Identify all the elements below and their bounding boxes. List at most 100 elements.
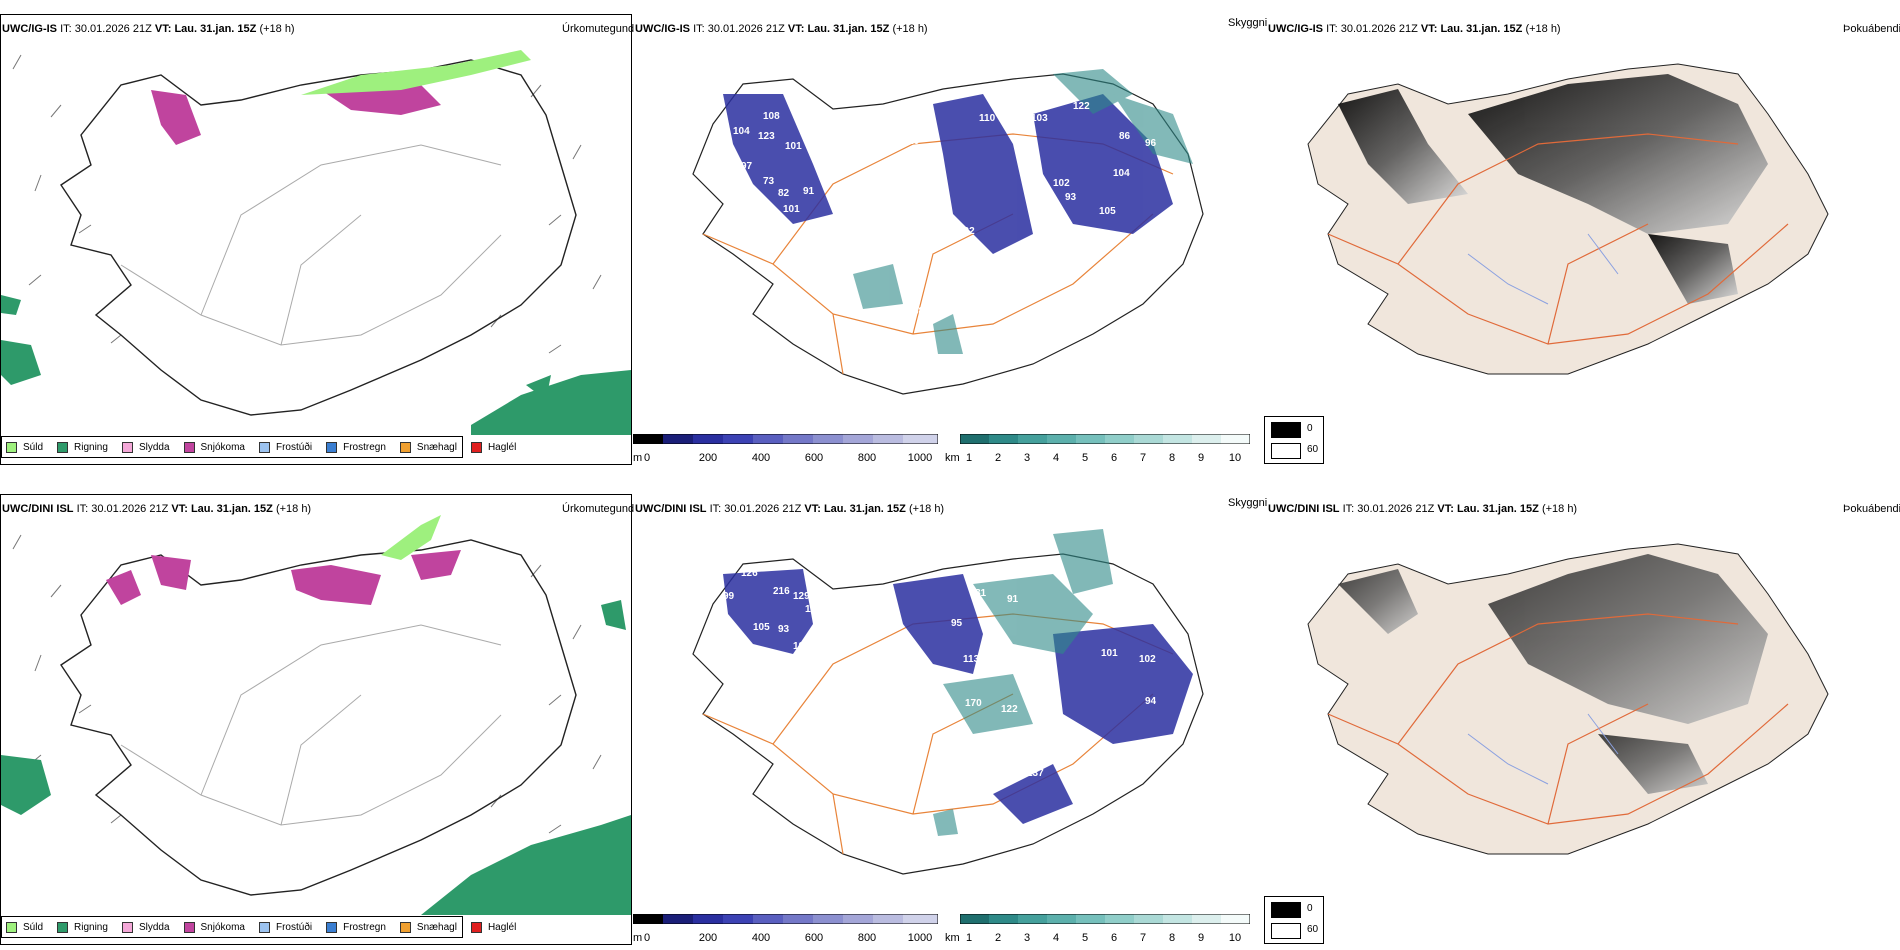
iceland-outline — [60, 59, 577, 416]
ceiling-unit: m — [633, 452, 643, 464]
ceiling-label: 81 — [975, 588, 987, 599]
swatch — [326, 441, 338, 453]
fog-swatch-dark — [1271, 902, 1301, 918]
cloud-map-row1: 108 104 123 101 97 73 82 91 101 110 110 … — [692, 69, 1204, 395]
ceiling-label: 113 — [963, 654, 980, 665]
legend-item-slydda: Slydda — [121, 441, 170, 453]
precip-title-row1: UWC/IG-IS IT: 30.01.2026 21Z VT: Lau. 31… — [2, 22, 295, 36]
legend-item-rigning: Rigning — [57, 921, 108, 933]
cloud-title-row2: UWC/DINI ISL IT: 30.01.2026 21Z VT: Lau.… — [635, 502, 944, 516]
legend-label: Haglél — [487, 921, 517, 933]
ceiling-label: 91 — [1007, 594, 1019, 605]
model-name: UWC/DINI ISL — [1268, 503, 1340, 515]
swatch — [6, 921, 17, 933]
ceiling-label: 101 — [785, 141, 802, 152]
ceiling-label: 91 — [803, 186, 815, 197]
valid-time: Lau. 31.jan. 15Z — [174, 23, 257, 35]
legend-label: Súld — [23, 441, 44, 453]
precip-legend-row2: Súld Rigning Slydda Snjókoma Frostúði Fr… — [1, 916, 516, 938]
swatch — [399, 921, 411, 933]
ceiling-label: 126 — [741, 568, 758, 579]
fog-panel-row2: 0 60 — [1264, 494, 1900, 945]
issue-time: 30.01.2026 21Z — [91, 503, 169, 515]
roads — [1327, 133, 1789, 345]
ceiling-label: 105 — [753, 622, 770, 633]
ceiling-label: 97 — [741, 161, 753, 172]
ceiling-label: 104 — [733, 126, 750, 137]
tick: 5 — [1081, 452, 1089, 464]
fog-dark-label: 0 — [1307, 903, 1313, 914]
tick: 600 — [804, 452, 824, 464]
precip-label-row1: Úrkomutegund — [562, 23, 635, 35]
wind-barb — [12, 54, 602, 354]
vt-prefix: VT: — [1420, 23, 1438, 35]
ceiling-labels: 126 99 216 129 113 105 93 102 81 91 95 1… — [723, 568, 1157, 779]
precip-title-row2: UWC/DINI ISL IT: 30.01.2026 21Z VT: Lau.… — [2, 502, 311, 516]
legend-item-snjokoma: Snjókoma — [183, 921, 245, 933]
legend-item-hagel: Haglél — [470, 921, 517, 933]
tick: 200 — [698, 932, 718, 944]
legend-item-sudl: Súld — [6, 921, 43, 933]
vt-prefix: VT: — [804, 503, 821, 515]
ceiling-label: 110 — [979, 113, 996, 124]
ceiling-labels: 108 104 123 101 97 73 82 91 101 110 110 … — [733, 101, 1157, 317]
swatch — [183, 921, 195, 933]
tick: 7 — [1139, 452, 1147, 464]
ceiling-gradient — [633, 434, 938, 444]
tick: 800 — [857, 452, 877, 464]
tick: 9 — [1197, 932, 1205, 944]
visibility-unit: km — [945, 452, 960, 464]
lead-time: (+18 h) — [1525, 23, 1561, 35]
tick: 4 — [1052, 932, 1060, 944]
lead-time: (+18 h) — [1541, 503, 1578, 515]
cloud-map-row2: 126 99 216 129 113 105 93 102 81 91 95 1… — [692, 529, 1204, 875]
it-prefix: IT: — [693, 23, 705, 35]
fog-label-row2: Þokuábendi — [1843, 503, 1900, 515]
vt-prefix: VT: — [171, 503, 188, 515]
tick: 1 — [965, 932, 973, 944]
tick: 10 — [1228, 932, 1242, 944]
it-prefix: IT: — [60, 23, 72, 35]
valid-time: Lau. 31.jan. 15Z — [807, 23, 890, 35]
issue-time: 30.01.2026 21Z — [74, 23, 152, 35]
visibility-colorbar-row2: km 1 2 3 4 5 6 7 8 9 10 — [945, 914, 1250, 944]
cloud-label-row2: Skyggni — [1228, 497, 1268, 509]
ceiling-label: 117 — [1088, 754, 1105, 765]
swatch — [258, 441, 270, 453]
fog-map-row1 — [1307, 63, 1829, 375]
ceiling-label: 86 — [1119, 131, 1131, 142]
drizzle-area — [381, 515, 441, 560]
fog-light-label: 60 — [1307, 924, 1319, 935]
swatch — [121, 921, 133, 933]
legend-label: Rigning — [74, 441, 108, 453]
legend-item-sudl: Súld — [6, 441, 44, 453]
tick: 6 — [1110, 452, 1118, 464]
legend-item-frostudi: Frostúði — [258, 441, 312, 453]
ceiling-label: 116 — [883, 238, 900, 249]
ceiling-label: 103 — [1031, 113, 1048, 124]
precip-label-row2: Úrkomutegund — [562, 503, 635, 515]
tick: 2 — [994, 452, 1002, 464]
ceiling-label: 102 — [958, 226, 975, 237]
fog-areas — [1338, 74, 1768, 304]
tick: 4 — [1052, 452, 1060, 464]
issue-time: 30.01.2026 21Z — [707, 23, 785, 35]
fog-dark-label: 0 — [1307, 423, 1313, 434]
visibility-areas — [933, 529, 1113, 836]
issue-time: 30.01.2026 21Z — [1357, 503, 1435, 515]
issue-time: 30.01.2026 21Z — [724, 503, 802, 515]
fog-map-row2 — [1307, 543, 1829, 855]
fog-legend-row1: 0 60 — [1264, 416, 1324, 464]
ceiling-label: 137 — [1027, 768, 1044, 779]
it-prefix: IT: — [1326, 23, 1338, 35]
precip-panel-row2: Súld Rigning Slydda Snjókoma Frostúði Fr… — [0, 494, 632, 945]
ceiling-label: 388 — [913, 306, 930, 317]
ceiling-label: 86 — [1045, 688, 1057, 699]
tick: 8 — [1168, 932, 1176, 944]
legend-item-snjokoma: Snjókoma — [183, 441, 245, 453]
ceiling-colorbar-row2: m 0 200 400 600 800 1000 — [633, 914, 938, 944]
valid-time: Lau. 31.jan. 15Z — [823, 503, 906, 515]
legend-label: Slydda — [138, 441, 170, 453]
tick: 3 — [1023, 932, 1031, 944]
swatch — [470, 921, 482, 933]
